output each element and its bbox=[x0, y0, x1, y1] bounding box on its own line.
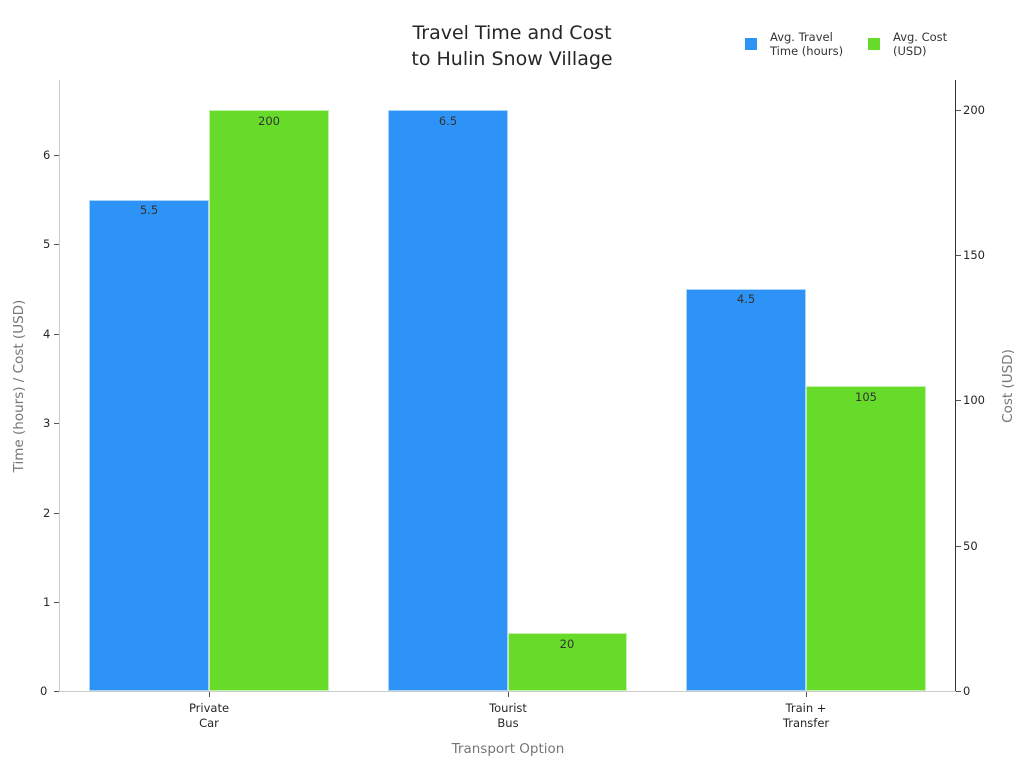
x-label-private-car: Private Car bbox=[188, 701, 230, 730]
legend-swatch-travel-time-icon bbox=[745, 38, 757, 50]
bar-label-cost-train-transfer: 105 bbox=[855, 390, 877, 404]
y-axis-right-title: Cost (USD) bbox=[1000, 349, 1016, 423]
bar-label-time-tourist-bus: 6.5 bbox=[438, 114, 458, 128]
bar-cost-train-transfer[interactable] bbox=[806, 386, 926, 691]
chart-title-line-2: to Hulin Snow Village bbox=[411, 48, 613, 70]
legend-label-travel-time: Avg. Travel Time (hours) bbox=[770, 30, 844, 58]
bar-label-cost-tourist-bus: 20 bbox=[559, 637, 575, 651]
bar-cost-tourist-bus[interactable] bbox=[508, 633, 627, 691]
y-axis-right-line bbox=[955, 80, 956, 692]
bar-time-tourist-bus[interactable] bbox=[388, 110, 508, 691]
x-label-train-transfer: Train + Transfer bbox=[782, 701, 830, 730]
legend-swatch-cost-icon bbox=[868, 38, 880, 50]
bar-cost-private-car[interactable] bbox=[209, 110, 329, 691]
legend-item-cost[interactable]: Avg. Cost (USD) bbox=[868, 30, 947, 58]
x-axis-title: Transport Option bbox=[451, 741, 565, 757]
chart-title-line-1: Travel Time and Cost bbox=[412, 22, 612, 44]
x-label-tourist-bus: Tourist Bus bbox=[489, 701, 527, 730]
bar-time-private-car[interactable] bbox=[89, 200, 209, 691]
chart-title: Travel Time and Cost to Hulin Snow Villa… bbox=[0, 20, 1024, 72]
legend-label-cost: Avg. Cost (USD) bbox=[893, 30, 948, 58]
y-axis-left-line bbox=[59, 80, 60, 692]
x-axis-line bbox=[59, 691, 956, 692]
bar-label-time-private-car: 5.5 bbox=[139, 203, 159, 217]
bar-label-time-train-transfer: 4.5 bbox=[736, 292, 756, 306]
bar-time-train-transfer[interactable] bbox=[686, 289, 806, 691]
bar-label-cost-private-car: 200 bbox=[258, 114, 280, 128]
legend-item-travel-time[interactable]: Avg. Travel Time (hours) bbox=[745, 30, 843, 58]
y-axis-left-title: Time (hours) / Cost (USD) bbox=[11, 299, 27, 473]
